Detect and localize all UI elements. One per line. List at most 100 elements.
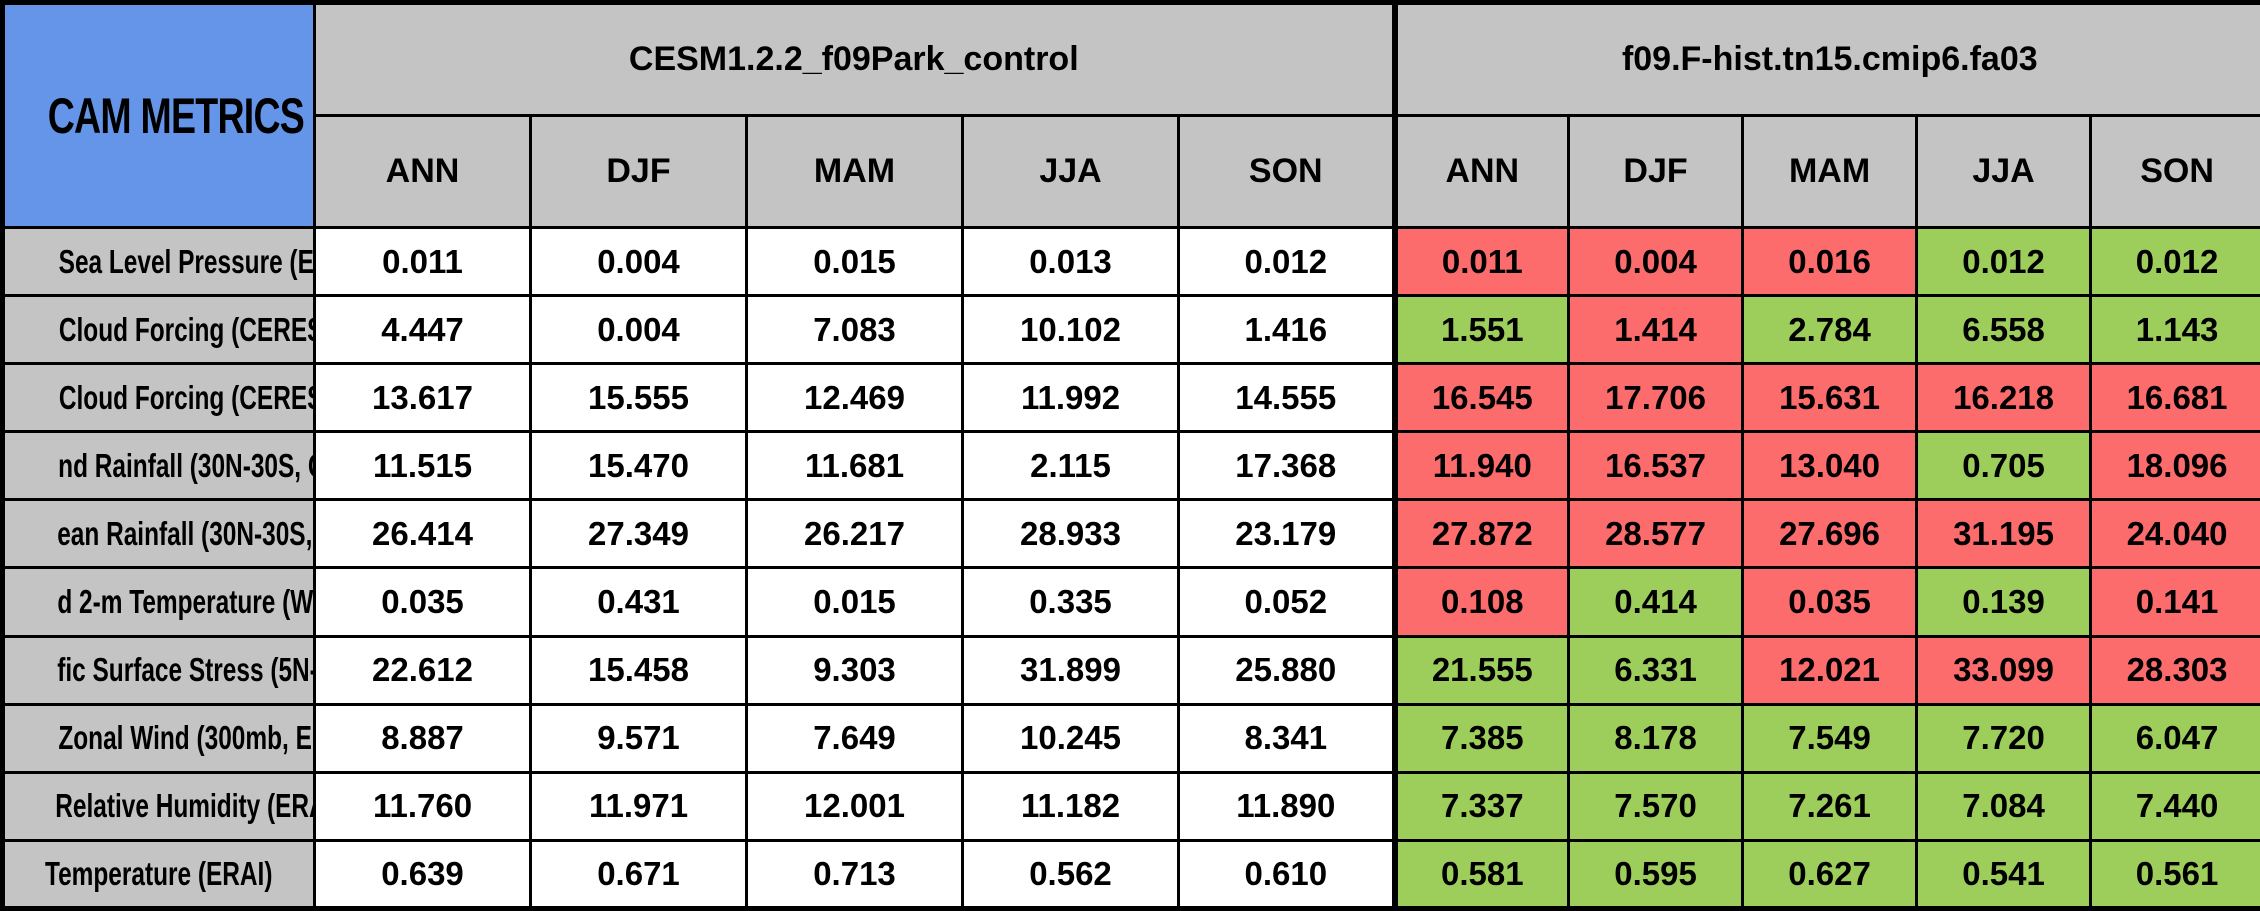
test-cell: 0.141: [2089, 566, 2260, 638]
control-cell: 11.992: [961, 362, 1180, 434]
test-cell: 0.011: [1391, 225, 1571, 298]
control-cell: 11.681: [745, 430, 964, 502]
test-cell: 28.303: [2089, 634, 2260, 706]
season-header-control-son: SON: [1176, 114, 1397, 229]
control-cell: 2.115: [961, 430, 1180, 502]
test-cell: 16.681: [2089, 362, 2260, 434]
test-cell: 7.570: [1567, 770, 1745, 842]
control-cell: 0.035: [313, 566, 532, 638]
test-cell: 16.218: [1915, 362, 2093, 434]
control-cell: 0.015: [745, 566, 964, 638]
control-cell: 0.562: [961, 838, 1180, 911]
control-cell: 0.671: [529, 838, 748, 911]
test-cell: 1.143: [2089, 294, 2260, 366]
test-cell: 7.720: [1915, 702, 2093, 774]
table-row: fic Surface Stress (5N-5S, 22.612 15.458…: [1, 634, 2260, 706]
test-cell: 0.035: [1741, 566, 1919, 638]
control-cell: 0.431: [529, 566, 748, 638]
row-label: d 2-m Temperature (Willm: [1, 566, 316, 638]
control-cell: 10.102: [961, 294, 1180, 366]
test-cell: 8.178: [1567, 702, 1745, 774]
control-cell: 27.349: [529, 498, 748, 570]
test-cell: 15.631: [1741, 362, 1919, 434]
control-cell: 7.649: [745, 702, 964, 774]
control-cell: 14.555: [1176, 362, 1397, 434]
control-cell: 0.004: [529, 294, 748, 366]
control-cell: 11.890: [1176, 770, 1397, 842]
control-cell: 23.179: [1176, 498, 1397, 570]
control-cell: 11.182: [961, 770, 1180, 842]
table-row: Temperature (ERAI) 0.639 0.671 0.713 0.5…: [1, 838, 2260, 911]
test-cell: 12.021: [1741, 634, 1919, 706]
test-cell: 0.004: [1567, 225, 1745, 298]
table-row: Relative Humidity (ERAI) 11.760 11.971 1…: [1, 770, 2260, 842]
test-cell: 0.541: [1915, 838, 2093, 911]
test-cell: 17.706: [1567, 362, 1745, 434]
table-title-cell: CAM METRICS: [1, 1, 316, 229]
test-cell: 0.108: [1391, 566, 1571, 638]
table-row: d 2-m Temperature (Willm 0.035 0.431 0.0…: [1, 566, 2260, 638]
control-cell: 0.610: [1176, 838, 1397, 911]
control-cell: 0.012: [1176, 225, 1397, 298]
row-label: fic Surface Stress (5N-5S,: [1, 634, 316, 706]
control-cell: 15.555: [529, 362, 748, 434]
control-cell: 0.015: [745, 225, 964, 298]
test-cell: 7.084: [1915, 770, 2093, 842]
test-cell: 13.040: [1741, 430, 1919, 502]
table-row: Cloud Forcing (CERES-EB 13.617 15.555 12…: [1, 362, 2260, 434]
test-cell: 6.331: [1567, 634, 1745, 706]
control-cell: 0.011: [313, 225, 532, 298]
row-label: Zonal Wind (300mb, ERAI): [1, 702, 316, 774]
table-row: nd Rainfall (30N-30S, GPC 11.515 15.470 …: [1, 430, 2260, 502]
test-cell: 28.577: [1567, 498, 1745, 570]
control-cell: 0.052: [1176, 566, 1397, 638]
test-cell: 7.549: [1741, 702, 1919, 774]
control-cell: 15.458: [529, 634, 748, 706]
test-cell: 0.012: [2089, 225, 2260, 298]
season-header-control-mam: MAM: [745, 114, 964, 229]
season-header-test-djf: DJF: [1567, 114, 1745, 229]
test-cell: 0.016: [1741, 225, 1919, 298]
control-cell: 0.004: [529, 225, 748, 298]
control-cell: 28.933: [961, 498, 1180, 570]
test-cell: 18.096: [2089, 430, 2260, 502]
control-cell: 0.013: [961, 225, 1180, 298]
table-row: Cloud Forcing (CERES-EB 4.447 0.004 7.08…: [1, 294, 2260, 366]
control-cell: 26.217: [745, 498, 964, 570]
test-cell: 1.414: [1567, 294, 1745, 366]
control-cell: 26.414: [313, 498, 532, 570]
row-label: nd Rainfall (30N-30S, GPC: [1, 430, 316, 502]
test-cell: 7.440: [2089, 770, 2260, 842]
control-cell: 0.639: [313, 838, 532, 911]
test-cell: 0.139: [1915, 566, 2093, 638]
test-cell: 0.705: [1915, 430, 2093, 502]
test-cell: 33.099: [1915, 634, 2093, 706]
test-cell: 11.940: [1391, 430, 1571, 502]
test-cell: 21.555: [1391, 634, 1571, 706]
control-cell: 13.617: [313, 362, 532, 434]
control-cell: 12.469: [745, 362, 964, 434]
test-cell: 0.561: [2089, 838, 2260, 911]
test-cell: 7.337: [1391, 770, 1571, 842]
control-cell: 0.713: [745, 838, 964, 911]
test-cell: 0.627: [1741, 838, 1919, 911]
column-group-control: CESM1.2.2_f09Park_control: [312, 1, 1397, 117]
season-header-control-djf: DJF: [529, 114, 748, 229]
control-cell: 1.416: [1176, 294, 1397, 366]
season-header-test-son: SON: [2089, 114, 2260, 229]
column-group-test: f09.F-hist.tn15.cmip6.fa03: [1391, 1, 2260, 117]
test-cell: 0.595: [1567, 838, 1745, 911]
control-cell: 31.899: [961, 634, 1180, 706]
test-cell: 16.537: [1567, 430, 1745, 502]
control-cell: 4.447: [313, 294, 532, 366]
control-cell: 10.245: [961, 702, 1180, 774]
test-cell: 27.872: [1391, 498, 1571, 570]
row-label: Relative Humidity (ERAI): [1, 770, 316, 842]
row-label: ean Rainfall (30N-30S, GP: [1, 498, 316, 570]
control-cell: 8.341: [1176, 702, 1397, 774]
test-cell: 0.414: [1567, 566, 1745, 638]
control-cell: 17.368: [1176, 430, 1397, 502]
table-row: Zonal Wind (300mb, ERAI) 8.887 9.571 7.6…: [1, 702, 2260, 774]
control-cell: 12.001: [745, 770, 964, 842]
